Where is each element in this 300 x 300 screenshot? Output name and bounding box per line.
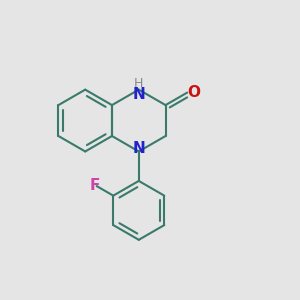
Text: N: N <box>132 87 145 102</box>
Text: N: N <box>132 141 145 156</box>
Text: H: H <box>134 77 143 90</box>
Text: F: F <box>89 178 100 193</box>
Text: O: O <box>187 85 200 100</box>
